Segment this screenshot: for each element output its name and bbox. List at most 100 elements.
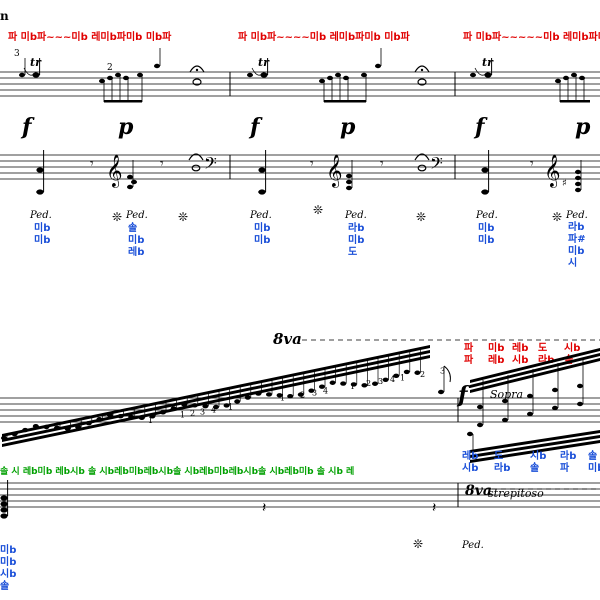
- measure-1-treble: 3 tr 2: [14, 48, 205, 103]
- svg-text:𝄽: 𝄽: [262, 500, 266, 516]
- svg-text:미b: 미b: [0, 555, 16, 568]
- pedal-5: Ped.: [475, 210, 498, 221]
- svg-text:파: 파: [560, 461, 570, 474]
- pedal-marks-1: Ped. ❊ Ped. ❊ Ped. ❊ Ped. ❊ Ped. ❊ Ped.: [29, 203, 588, 224]
- svg-text:𝄞: 𝄞: [544, 154, 561, 188]
- svg-text:미b: 미b: [34, 233, 50, 246]
- svg-text:𝄞: 𝄞: [106, 154, 123, 188]
- dynamic-p-1: p: [118, 114, 134, 140]
- run-fingering: 4: [211, 405, 216, 414]
- bass-chord-2: 𝄽 𝄽: [0, 480, 436, 519]
- pedal-1: Ped.: [29, 210, 52, 221]
- svg-text:파: 파: [464, 353, 474, 366]
- svg-text:tr: tr: [482, 56, 494, 69]
- svg-text:𝄢: 𝄢: [204, 153, 217, 177]
- run-fingering: 1: [280, 394, 285, 403]
- dynamic-f-2: f: [248, 114, 263, 140]
- svg-text:tr: tr: [258, 56, 270, 69]
- run-fingering: 4: [390, 375, 395, 384]
- run-fingering: 2: [190, 409, 195, 418]
- trill-mark: tr: [30, 56, 42, 69]
- run-note: [361, 383, 368, 388]
- run-fingering: 1: [400, 373, 405, 382]
- svg-text:솔: 솔: [0, 579, 9, 592]
- run-fingering: 2: [300, 390, 305, 399]
- svg-text:미b: 미b: [568, 244, 584, 257]
- svg-text:솔: 솔: [588, 449, 597, 462]
- run-note: [350, 382, 357, 387]
- run-fingering: 3: [440, 367, 445, 376]
- svg-text:미b: 미b: [128, 233, 144, 246]
- svg-text:라b: 라b: [568, 220, 584, 233]
- pedal-release-5: ❊: [552, 210, 562, 224]
- top-label-1: 파 미b파~~~미b 레미b파미b 미b파: [8, 30, 172, 43]
- svg-text:솔: 솔: [128, 221, 137, 234]
- svg-text:시b: 시b: [462, 462, 478, 474]
- barlines-1: [229, 72, 456, 179]
- svg-text:시b: 시b: [512, 354, 528, 366]
- pedal-release-1: ❊: [112, 210, 122, 224]
- svg-text:솔: 솔: [564, 353, 573, 366]
- svg-text:도: 도: [348, 246, 357, 258]
- svg-text:미b: 미b: [0, 543, 16, 556]
- svg-text:미b: 미b: [34, 221, 50, 234]
- pedal-release-4: ❊: [416, 210, 426, 224]
- dynamic-f-1: f: [20, 114, 35, 140]
- svg-text:𝄾: 𝄾: [310, 156, 314, 172]
- ottava-mark: 8va: [273, 330, 302, 348]
- measure-3-treble: tr: [470, 56, 590, 103]
- run-note: [372, 381, 378, 386]
- run-note: [329, 380, 336, 385]
- pedal-release-3: ❊: [313, 203, 323, 217]
- svg-text:레b: 레b: [128, 245, 144, 258]
- run-fingering: 2: [420, 370, 425, 379]
- run-note: [382, 377, 389, 382]
- run-note: [234, 399, 241, 404]
- svg-text:♯: ♯: [562, 178, 567, 189]
- svg-text:미b: 미b: [254, 233, 270, 246]
- run-note: [297, 392, 304, 397]
- bass-note-names-1: 미b 미b 솔 미b 레b 미b 미b 라b 미b 도 미b 미b 라b 파# …: [34, 220, 586, 269]
- svg-text:라b: 라b: [560, 449, 576, 462]
- pedal-release-s2: ❊: [413, 537, 423, 551]
- svg-text:미b: 미b: [254, 221, 270, 234]
- run-fingering: 3: [200, 407, 205, 416]
- svg-text:시: 시: [568, 257, 577, 269]
- svg-text:레b: 레b: [512, 341, 528, 354]
- run-fingering: 2: [366, 379, 371, 388]
- svg-text:미b: 미b: [588, 461, 600, 474]
- header-mark: n: [0, 9, 9, 23]
- svg-text:파#: 파#: [568, 232, 586, 245]
- bass-notes-1: 𝄾 𝄞 𝄾 𝄢 𝄾 𝄞 𝄾 𝄢 𝄾 𝄞 ♯: [36, 150, 582, 195]
- pedal-4: Ped.: [344, 210, 367, 221]
- pedal-6: Ped.: [565, 210, 588, 221]
- svg-text:시b: 시b: [530, 450, 546, 462]
- run-note: [414, 370, 421, 375]
- svg-text:𝄾: 𝄾: [160, 156, 164, 172]
- pedal-2: Ped.: [125, 210, 148, 221]
- fingering-3: 3: [14, 49, 20, 59]
- run-fingering: 1: [180, 411, 185, 420]
- run-fingering: 3: [378, 377, 383, 386]
- svg-text:레b: 레b: [488, 353, 504, 366]
- run-note: [266, 392, 272, 397]
- svg-text:도: 도: [494, 450, 503, 462]
- blue-note-names-2: 레b 시b 도 라b 시b 솔 라b 파 솔 미b: [462, 449, 600, 474]
- svg-text:도: 도: [538, 342, 547, 354]
- svg-text:𝄾: 𝄾: [380, 156, 384, 172]
- svg-text:𝄽: 𝄽: [432, 500, 436, 516]
- top-label-2: 파 미b파~~~~미b 레미b파미b 미b파: [238, 30, 411, 43]
- bass-staff-2: [0, 482, 600, 508]
- run-fingering: 1: [148, 416, 153, 425]
- run-note: [403, 369, 410, 375]
- scale-note-names: 솔 시 레b미b 레b시b 솔 시b레b미b레b시b솔 시b레b미b레b시b솔 …: [0, 465, 354, 477]
- measure-2-treble: tr: [247, 48, 430, 103]
- run-note: [276, 393, 283, 398]
- run-fingering: 1: [350, 382, 355, 391]
- svg-text:𝄢: 𝄢: [430, 153, 443, 177]
- svg-text:레b: 레b: [462, 449, 478, 462]
- svg-text:𝄞: 𝄞: [326, 154, 343, 188]
